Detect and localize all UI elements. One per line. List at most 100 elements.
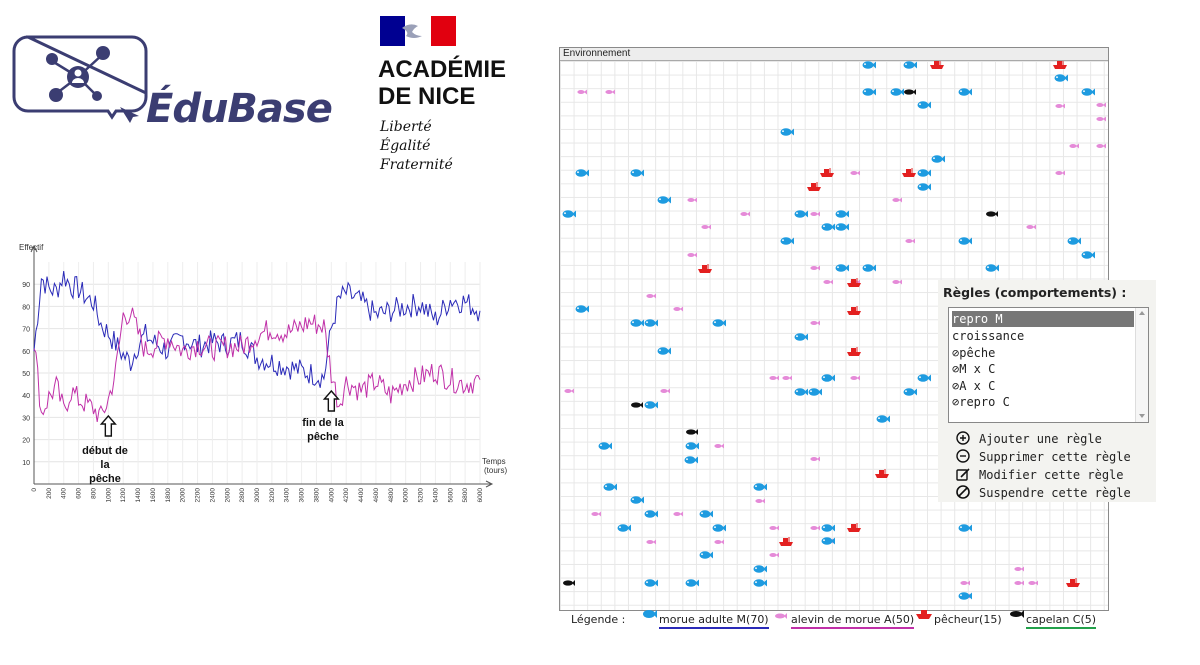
- edubase-wordmark: ÉduBase: [146, 86, 333, 132]
- rule-item-repro-c[interactable]: ⊘repro C: [952, 394, 1134, 410]
- pink-fish-icon: [1069, 143, 1079, 149]
- red-boat-icon: [930, 61, 944, 69]
- blue-fish-icon: [917, 169, 931, 177]
- rules-list[interactable]: repro M croissance ⊘pêche ⊘M x C ⊘A x C …: [948, 307, 1149, 423]
- legend-item-morue-adulte: morue adulte M(70): [643, 610, 769, 629]
- x-tick-label: 1800: [165, 488, 172, 503]
- blue-fish-icon: [644, 579, 658, 587]
- rule-label: repro M: [952, 312, 1003, 326]
- suspend-icon: [956, 485, 970, 499]
- red-boat-icon: [847, 347, 861, 356]
- blue-fish-icon: [917, 183, 931, 191]
- blue-fish-icon: [1054, 74, 1068, 82]
- red-boat-icon: [807, 182, 821, 191]
- pink-fish-icon: [564, 388, 574, 394]
- x-tick-label: 1000: [105, 488, 112, 503]
- pink-fish-icon: [892, 279, 902, 285]
- red-boat-icon: [847, 306, 861, 315]
- blue-fish-icon: [753, 483, 767, 491]
- black-fish-icon: [563, 580, 575, 586]
- x-tick-label: 4400: [358, 488, 365, 503]
- blue-fish-icon: [780, 237, 794, 245]
- republic-motto: Liberté Égalité Fraternité: [380, 118, 453, 175]
- blue-fish-icon: [821, 223, 835, 231]
- blue-fish-icon: [685, 442, 699, 450]
- population-chart: 10 20 30 40 50 60 70 80 90 0 200 400 600 800 1000 1200 1…: [14, 240, 514, 505]
- pink-fish-icon: [960, 580, 970, 586]
- series-line-0: [33, 271, 481, 388]
- action-label: Ajouter une règle: [979, 432, 1102, 446]
- blue-fish-icon: [808, 388, 822, 396]
- rule-item-m-x-c[interactable]: ⊘M x C: [952, 361, 1134, 377]
- x-tick-label: 1600: [150, 488, 157, 503]
- x-tick-label: 3600: [299, 488, 306, 503]
- y-tick-label: 90: [22, 282, 30, 289]
- suspended-icon: ⊘: [952, 346, 960, 360]
- chart-canvas: 10 20 30 40 50 60 70 80 90 0 200 400 600 800 1000 1200 1…: [19, 243, 507, 503]
- plus-circle-icon: [956, 431, 970, 445]
- legend-item-pecheur: pêcheur(15): [916, 610, 1002, 627]
- rule-item-croissance[interactable]: croissance: [952, 328, 1134, 344]
- y-tick-label: 20: [22, 438, 30, 445]
- y-tick-label: 30: [22, 415, 30, 422]
- blue-fish-icon: [821, 524, 835, 532]
- pink-fish-icon: [755, 498, 765, 504]
- pink-fish-icon: [605, 89, 615, 95]
- blue-fish-icon: [657, 196, 671, 204]
- black-fish-icon: [986, 211, 998, 217]
- action-label: Supprimer cette règle: [979, 450, 1131, 464]
- blue-fish-icon: [643, 610, 657, 618]
- pink-fish-icon: [775, 613, 787, 619]
- x-tick-label: 4600: [373, 488, 380, 503]
- x-tick-label: 3000: [254, 488, 261, 503]
- red-boat-icon: [902, 168, 916, 177]
- pink-fish-icon: [646, 539, 656, 545]
- rules-title: Règles (comportements) :: [943, 285, 1127, 300]
- annotation-end-fishing: fin de la pêche: [294, 416, 352, 444]
- x-tick-label: 2800: [239, 488, 246, 503]
- blue-fish-icon: [603, 483, 617, 491]
- pink-fish-icon: [850, 170, 860, 176]
- legend-text: alevin de morue A(50): [791, 613, 915, 629]
- x-tick-label: 3800: [313, 488, 320, 503]
- edit-icon: [956, 468, 970, 481]
- x-axis-label: Temps: [482, 457, 506, 466]
- legend-label: Légende :: [571, 613, 626, 626]
- rule-item-a-x-c[interactable]: ⊘A x C: [952, 378, 1134, 394]
- pink-fish-icon: [701, 224, 711, 230]
- blue-fish-icon: [644, 319, 658, 327]
- blue-fish-icon: [985, 264, 999, 272]
- pink-fish-icon: [1096, 116, 1106, 122]
- pink-fish-icon: [769, 375, 779, 381]
- blue-fish-icon: [685, 579, 699, 587]
- environment-agents: [562, 61, 1106, 600]
- pink-fish-icon: [850, 375, 860, 381]
- rule-item-peche[interactable]: ⊘pêche: [952, 345, 1134, 361]
- blue-fish-icon: [753, 579, 767, 587]
- pink-fish-icon: [823, 279, 833, 285]
- x-axis-label: (tours): [484, 466, 507, 475]
- rules-scrollbar[interactable]: [1135, 308, 1148, 422]
- y-tick-label: 50: [22, 371, 30, 378]
- pink-fish-icon: [810, 211, 820, 217]
- annotation-line: pêche: [89, 473, 121, 485]
- pink-fish-icon: [1014, 566, 1024, 572]
- pink-fish-icon: [810, 320, 820, 326]
- suspended-icon: ⊘: [952, 395, 960, 409]
- annotation-line: pêche: [307, 431, 339, 443]
- blue-fish-icon: [794, 333, 808, 341]
- red-boat-icon: [779, 537, 793, 546]
- y-tick-label: 80: [22, 304, 30, 311]
- pink-fish-icon: [1028, 580, 1038, 586]
- x-tick-label: 0: [31, 488, 38, 492]
- blue-fish-icon: [794, 210, 808, 218]
- blue-fish-icon: [835, 210, 849, 218]
- x-tick-label: 4200: [343, 488, 350, 503]
- edubase-logo-graphic: [12, 35, 148, 123]
- legend: Légende : morue adulte M(70) alevin de m…: [559, 609, 1107, 631]
- rule-item-repro-m[interactable]: repro M: [952, 311, 1134, 327]
- blue-fish-icon: [903, 61, 917, 69]
- minus-circle-icon: [956, 449, 970, 463]
- pink-fish-icon: [1096, 102, 1106, 108]
- rules-panel: Règles (comportements) : repro M croissa…: [938, 280, 1156, 502]
